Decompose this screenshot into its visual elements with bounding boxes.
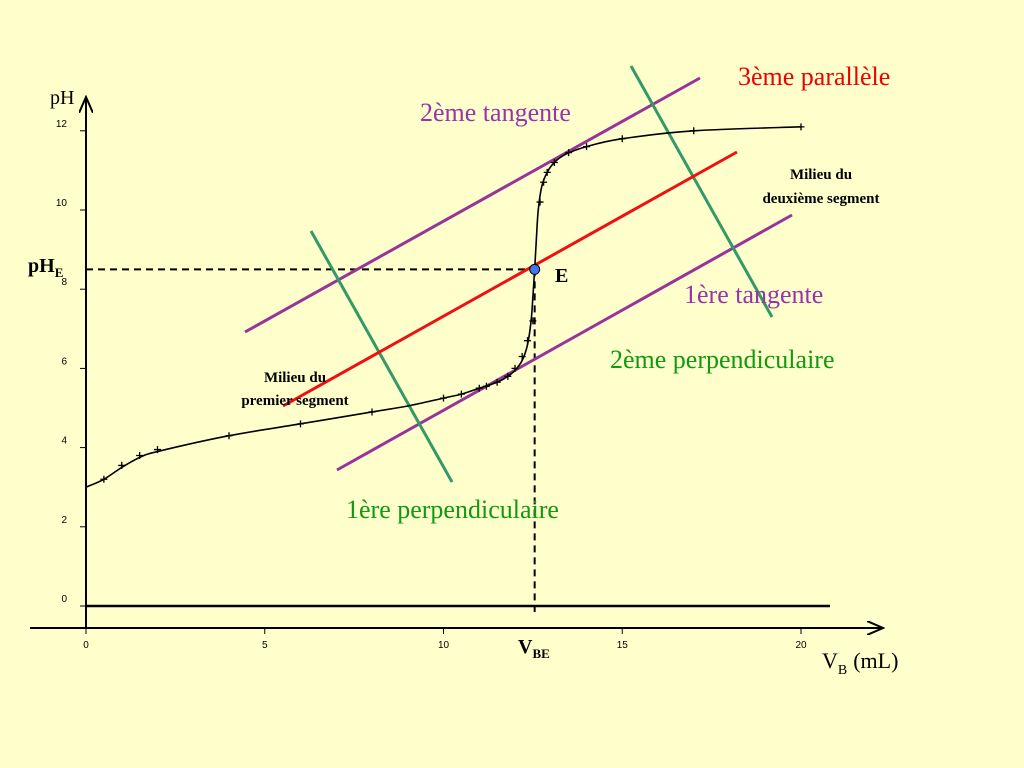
- y-tick-label: 6: [61, 356, 67, 367]
- second-perpendicular-label: 2ème perpendiculaire: [610, 345, 835, 374]
- v-be-label-sub: BE: [532, 646, 549, 661]
- data-marker: [482, 382, 490, 390]
- data-marker: [225, 432, 233, 440]
- data-marker: [154, 446, 161, 454]
- data-marker: [136, 452, 144, 460]
- second-tangent-label: 2ème tangente: [420, 98, 571, 127]
- x-axis-label: VB (mL): [822, 648, 898, 678]
- midpoint-second-label-line1: Milieu du: [790, 167, 852, 183]
- ph-e-label-sub: E: [55, 265, 64, 280]
- y-tick-label: 0: [61, 594, 67, 605]
- titration-curve: [85, 126, 802, 488]
- equivalence-point: [529, 263, 541, 275]
- ph-e-label-main: pH: [28, 255, 55, 277]
- v-be-label: VBE: [518, 636, 550, 661]
- data-marker: [536, 198, 544, 206]
- point-e-label: E: [555, 265, 568, 287]
- data-marker: [457, 390, 465, 398]
- third-parallel-label: 3ème parallèle: [738, 62, 890, 91]
- y-tick-label: 10: [56, 198, 68, 209]
- data-marker: [118, 461, 126, 469]
- x-tick-label: 15: [617, 640, 629, 651]
- first-tangent-line: [336, 213, 793, 472]
- first-tangent-label: 1ère tangente: [684, 280, 823, 309]
- data-marker: [504, 372, 512, 380]
- first-perpendicular-label: 1ère perpendiculaire: [346, 495, 559, 524]
- data-marker: [440, 394, 447, 402]
- data-marker: [511, 364, 519, 372]
- data-marker: [475, 384, 483, 392]
- titration-curve-group: [85, 126, 802, 488]
- y-tick-label: 2: [61, 515, 67, 526]
- data-marker: [297, 420, 304, 428]
- data-marker: [550, 158, 558, 166]
- data-markers: [100, 123, 805, 483]
- data-marker: [529, 317, 537, 325]
- y-tick-label: 12: [56, 119, 68, 130]
- data-marker: [524, 337, 532, 345]
- x-axis-label-sub: B: [838, 663, 847, 678]
- v-be-label-main: V: [518, 636, 533, 658]
- construction-lines: [86, 65, 793, 612]
- x-axis-label-main: V: [822, 648, 838, 673]
- data-marker: [540, 178, 548, 186]
- data-marker: [565, 149, 573, 157]
- midpoint-second-label-line2: deuxième segment: [762, 191, 879, 207]
- first-perpendicular-line: [309, 230, 454, 483]
- x-tick-label: 10: [438, 640, 450, 651]
- x-axis-label-unit: (mL): [853, 648, 898, 673]
- x-tick-label: 20: [795, 640, 807, 651]
- data-marker: [618, 135, 626, 143]
- second-tangent-line: [244, 76, 701, 334]
- ph-e-label: pHE: [28, 255, 63, 280]
- data-marker: [543, 168, 551, 176]
- third-parallel-line: [282, 150, 738, 408]
- y-tick-label: 8: [61, 277, 67, 288]
- data-marker: [797, 123, 805, 131]
- y-tick-label: 4: [61, 436, 67, 447]
- data-marker: [368, 408, 376, 416]
- data-marker: [583, 143, 590, 151]
- second-perpendicular-line: [629, 65, 774, 318]
- data-marker: [518, 353, 526, 361]
- axis-ticks: 0 5 10 15 20 0 2 4 6 8 10 12: [56, 119, 807, 651]
- data-marker: [100, 475, 108, 483]
- x-tick-label: 5: [262, 640, 268, 651]
- x-tick-label: 0: [83, 640, 89, 651]
- data-marker: [690, 127, 698, 135]
- midpoint-first-label-line2: premier segment: [241, 393, 348, 409]
- data-marker: [493, 378, 501, 386]
- midpoint-first-label-line1: Milieu du: [264, 370, 326, 386]
- y-axis-label: pH: [50, 87, 74, 109]
